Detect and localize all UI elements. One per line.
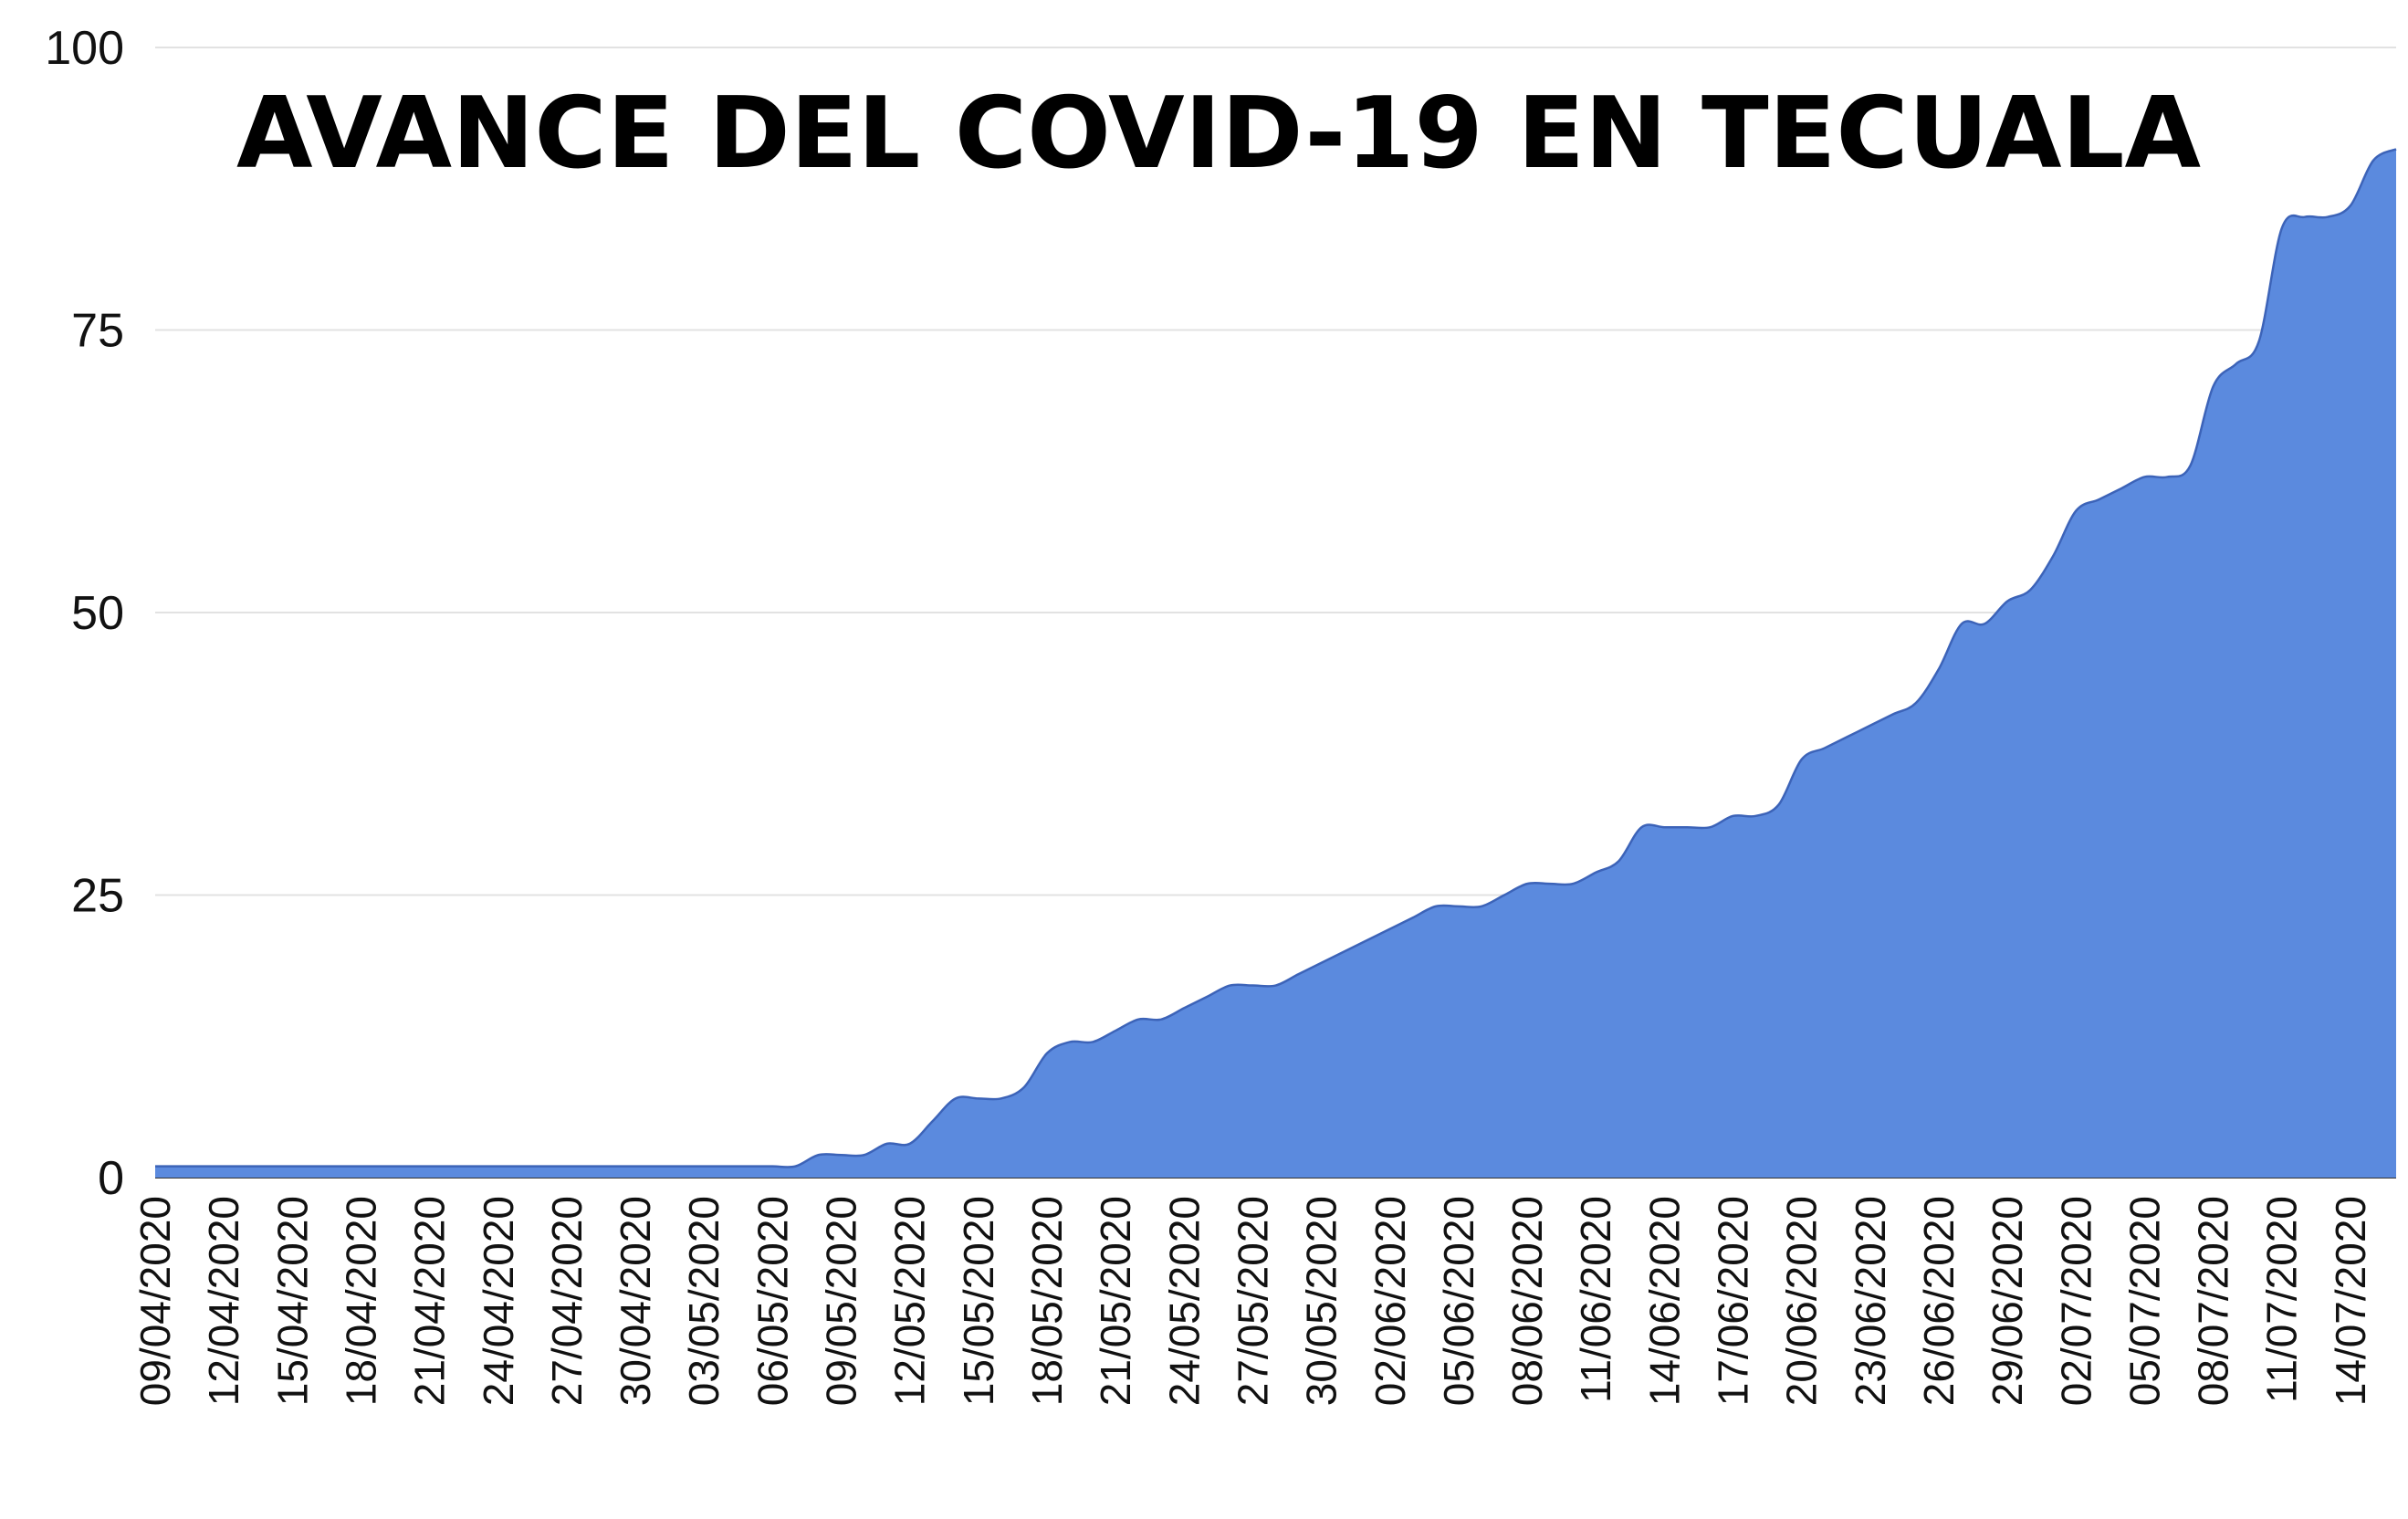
area-series bbox=[155, 149, 2396, 1178]
x-tick-label: 02/06/2020 bbox=[1366, 1196, 1414, 1406]
x-tick-label: 26/06/2020 bbox=[1915, 1196, 1963, 1406]
x-tick-label: 03/05/2020 bbox=[680, 1196, 728, 1406]
x-tick-label: 24/05/2020 bbox=[1160, 1196, 1208, 1406]
x-tick-label: 05/06/2020 bbox=[1435, 1196, 1482, 1406]
y-axis: 0 25 50 75 100 bbox=[45, 22, 124, 1205]
x-tick-label: 09/04/2020 bbox=[131, 1196, 179, 1406]
x-tick-label: 15/04/2020 bbox=[268, 1196, 316, 1406]
y-tick-label: 0 bbox=[98, 1152, 124, 1205]
x-tick-label: 29/06/2020 bbox=[1984, 1196, 2031, 1406]
x-tick-label: 30/05/2020 bbox=[1298, 1196, 1345, 1406]
x-tick-label: 05/07/2020 bbox=[2120, 1196, 2168, 1406]
x-tick-label: 12/05/2020 bbox=[886, 1196, 934, 1406]
y-tick-label: 25 bbox=[71, 870, 124, 923]
y-tick-label: 100 bbox=[45, 22, 124, 75]
x-tick-label: 08/07/2020 bbox=[2190, 1196, 2237, 1406]
x-tick-label: 12/04/2020 bbox=[200, 1196, 247, 1406]
x-tick-label: 18/05/2020 bbox=[1023, 1196, 1071, 1406]
x-tick-label: 15/05/2020 bbox=[955, 1196, 1002, 1406]
x-tick-label: 14/07/2020 bbox=[2327, 1196, 2374, 1406]
area-series-outline bbox=[155, 148, 2397, 1168]
x-tick-label: 11/07/2020 bbox=[2258, 1196, 2306, 1403]
x-tick-label: 27/05/2020 bbox=[1229, 1196, 1276, 1406]
y-tick-label: 75 bbox=[71, 305, 124, 358]
x-tick-label: 11/06/2020 bbox=[1572, 1196, 1619, 1403]
x-tick-label: 14/06/2020 bbox=[1640, 1196, 1688, 1406]
x-tick-label: 20/06/2020 bbox=[1778, 1196, 1826, 1406]
x-tick-label: 21/05/2020 bbox=[1092, 1196, 1139, 1406]
x-tick-label: 24/04/2020 bbox=[475, 1196, 522, 1406]
x-tick-label: 30/04/2020 bbox=[612, 1196, 659, 1406]
x-tick-label: 09/05/2020 bbox=[818, 1196, 865, 1406]
y-tick-label: 50 bbox=[71, 587, 124, 640]
x-tick-label: 23/06/2020 bbox=[1847, 1196, 1894, 1406]
chart-title: AVANCE DEL COVID-19 EN TECUALA bbox=[236, 77, 2202, 191]
x-tick-label: 02/07/2020 bbox=[2052, 1196, 2099, 1406]
x-tick-label: 17/06/2020 bbox=[1710, 1196, 1757, 1406]
x-tick-label: 08/06/2020 bbox=[1503, 1196, 1551, 1406]
x-axis: 09/04/2020 12/04/2020 15/04/2020 18/04/2020… bbox=[131, 1196, 2374, 1406]
x-tick-label: 27/04/2020 bbox=[543, 1196, 591, 1406]
x-tick-label: 06/05/2020 bbox=[749, 1196, 796, 1406]
x-tick-label: 21/04/2020 bbox=[406, 1196, 454, 1406]
x-tick-label: 18/04/2020 bbox=[337, 1196, 384, 1406]
